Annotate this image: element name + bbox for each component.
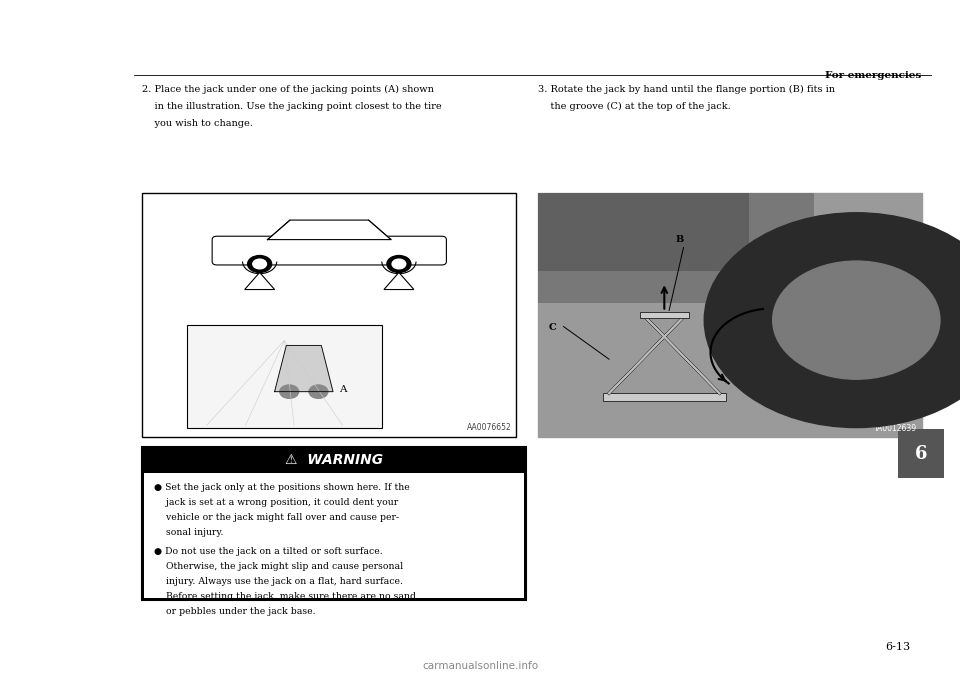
Text: ● Set the jack only at the positions shown here. If the: ● Set the jack only at the positions sho… bbox=[154, 483, 409, 492]
Text: AA0076652: AA0076652 bbox=[467, 423, 512, 432]
Polygon shape bbox=[384, 273, 414, 290]
Bar bbox=[538, 193, 922, 437]
Bar bbox=[187, 325, 382, 428]
Text: injury. Always use the jack on a flat, hard surface.: injury. Always use the jack on a flat, h… bbox=[154, 577, 402, 586]
Circle shape bbox=[252, 259, 267, 268]
Text: TA0012639: TA0012639 bbox=[874, 424, 917, 433]
Text: B: B bbox=[676, 235, 684, 244]
Circle shape bbox=[392, 259, 406, 268]
Text: in the illustration. Use the jacking point closest to the tire: in the illustration. Use the jacking poi… bbox=[142, 102, 442, 111]
Circle shape bbox=[279, 385, 299, 399]
Bar bbox=[142, 193, 516, 437]
Text: 6-13: 6-13 bbox=[885, 642, 910, 652]
Text: ● Do not use the jack on a tilted or soft surface.: ● Do not use the jack on a tilted or sof… bbox=[154, 547, 382, 556]
Text: or pebbles under the jack base.: or pebbles under the jack base. bbox=[154, 607, 315, 616]
FancyBboxPatch shape bbox=[212, 236, 446, 265]
Text: C: C bbox=[549, 323, 557, 332]
Text: Before setting the jack, make sure there are no sand: Before setting the jack, make sure there… bbox=[154, 592, 416, 601]
Text: sonal injury.: sonal injury. bbox=[154, 528, 223, 537]
Text: A: A bbox=[339, 384, 347, 394]
Circle shape bbox=[309, 385, 328, 399]
Bar bbox=[898, 429, 944, 478]
Circle shape bbox=[248, 256, 272, 273]
Text: you wish to change.: you wish to change. bbox=[142, 119, 252, 127]
Bar bbox=[538, 193, 814, 303]
Bar bbox=[142, 447, 526, 600]
Polygon shape bbox=[245, 273, 275, 290]
Bar bbox=[639, 312, 689, 318]
Text: Otherwise, the jack might slip and cause personal: Otherwise, the jack might slip and cause… bbox=[154, 562, 403, 571]
Text: For emergencies: For emergencies bbox=[826, 71, 922, 80]
Text: the groove (C) at the top of the jack.: the groove (C) at the top of the jack. bbox=[538, 102, 731, 111]
Text: ⚠  WARNING: ⚠ WARNING bbox=[285, 454, 383, 467]
Polygon shape bbox=[275, 346, 333, 392]
Circle shape bbox=[387, 256, 411, 273]
Polygon shape bbox=[268, 220, 391, 239]
Bar bbox=[144, 473, 524, 598]
Text: 2. Place the jack under one of the jacking points (A) shown: 2. Place the jack under one of the jacki… bbox=[142, 85, 434, 94]
Bar bbox=[603, 393, 726, 401]
Circle shape bbox=[773, 261, 940, 379]
Text: jack is set at a wrong position, it could dent your: jack is set at a wrong position, it coul… bbox=[154, 498, 397, 507]
Text: 6: 6 bbox=[914, 445, 927, 462]
Bar bbox=[538, 193, 749, 271]
Text: vehicle or the jack might fall over and cause per-: vehicle or the jack might fall over and … bbox=[154, 513, 398, 522]
Text: 3. Rotate the jack by hand until the flange portion (B) fits in: 3. Rotate the jack by hand until the fla… bbox=[538, 85, 834, 94]
Circle shape bbox=[705, 213, 960, 428]
Text: carmanualsonline.info: carmanualsonline.info bbox=[422, 661, 538, 671]
